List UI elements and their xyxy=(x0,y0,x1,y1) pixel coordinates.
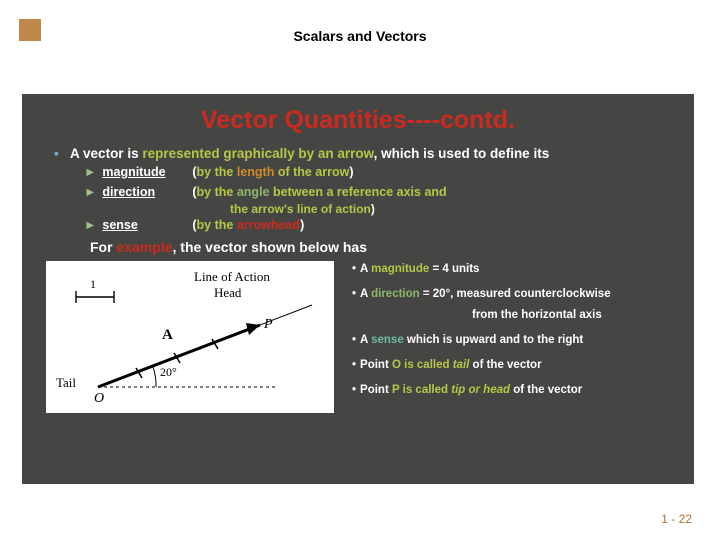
ex-c: , the vector shown below has xyxy=(173,239,367,255)
bullet-icon: • xyxy=(352,288,356,300)
slide-title-a: Vector Quantities xyxy=(201,106,407,134)
fig-tail: Tail xyxy=(56,375,76,391)
arrow-icon: ► xyxy=(84,216,96,235)
fact-sense: • A sense which is upward and to the righ… xyxy=(352,332,676,348)
bullet-icon: • xyxy=(352,384,356,396)
lower-region: 1 Line of Action Head Tail A P O 20° • A … xyxy=(40,261,676,413)
arrow-icon: ► xyxy=(84,163,96,182)
fig-head: Head xyxy=(214,285,241,301)
f2c: = 20°, measured counterclockwise xyxy=(420,288,611,300)
sub2-c: angle xyxy=(237,185,270,199)
sub1-e: ) xyxy=(349,165,353,179)
sub3-e: ) xyxy=(300,218,304,232)
pagenum-b: 22 xyxy=(679,512,692,526)
sub1-rest: (by the length of the arrow) xyxy=(192,163,353,182)
f1a: A xyxy=(360,263,371,275)
ex-b: example xyxy=(116,239,172,255)
f4b: O is called xyxy=(392,359,453,371)
f2line2: from the horizontal axis xyxy=(472,307,676,323)
sub2-b: by the xyxy=(197,185,237,199)
ex-a: For xyxy=(90,239,116,255)
intro-b: represented graphically by an arrow xyxy=(142,146,373,161)
sub1-d: of the arrow xyxy=(274,165,349,179)
fig-one: 1 xyxy=(90,277,96,292)
sub-direction: ► direction (by the angle between a refe… xyxy=(84,183,676,202)
term-sense: sense xyxy=(102,216,188,235)
sub2-line2: the arrow's line of action xyxy=(230,202,371,216)
fig-A: A xyxy=(162,327,173,344)
f1c: = 4 units xyxy=(429,263,479,275)
f2a: A xyxy=(360,288,371,300)
vector-figure: 1 Line of Action Head Tail A P O 20° xyxy=(46,261,334,413)
bullet-icon: • xyxy=(352,359,356,371)
bullet-icon: • xyxy=(352,263,356,275)
term-direction: direction xyxy=(102,183,188,202)
arrow-icon: ► xyxy=(84,183,96,202)
f3c: which is upward and to the right xyxy=(404,334,584,346)
f5d: of the vector xyxy=(510,384,582,396)
slide-title: Vector Quantities----contd. xyxy=(40,106,676,135)
f2b: direction xyxy=(371,288,420,300)
document-title: Scalars and Vectors xyxy=(0,28,720,44)
intro-c: , which is used to define its xyxy=(374,146,550,161)
fig-O: O xyxy=(94,391,104,407)
sub2-line2-wrap: the arrow's line of action) xyxy=(230,202,676,216)
f5b: P is called xyxy=(392,384,451,396)
example-line: For example, the vector shown below has xyxy=(90,239,676,255)
f4d: of the vector xyxy=(469,359,541,371)
facts-list: • A magnitude = 4 units • A direction = 20… xyxy=(334,261,676,413)
sub-magnitude: ► magnitude (by the length of the arrow) xyxy=(84,163,676,182)
pagenum-a: 1 - xyxy=(661,512,678,526)
sub2-e: ) xyxy=(371,202,375,216)
f3a: A xyxy=(360,334,371,346)
sub1-b: by the xyxy=(197,165,237,179)
page-number: 1 - 22 xyxy=(661,512,692,526)
sub-sense: ► sense (by the arrowhead) xyxy=(84,216,676,235)
f5c: tip or head xyxy=(451,384,510,396)
slide: Vector Quantities----contd. ▪ A vector i… xyxy=(22,94,694,484)
intro-line: ▪ A vector is represented graphically by… xyxy=(54,145,676,163)
sub2-d: between a reference axis and xyxy=(270,185,447,199)
f4c: tail xyxy=(453,359,470,371)
fact-magnitude: • A magnitude = 4 units xyxy=(352,261,676,277)
f4a: Point xyxy=(360,359,392,371)
f3b: sense xyxy=(371,334,404,346)
slide-title-b: ----contd. xyxy=(407,106,515,134)
fact-direction: • A direction = 20°, measured countercloc… xyxy=(352,286,676,322)
f5a: Point xyxy=(360,384,392,396)
bullet-icon: ▪ xyxy=(54,146,59,161)
bullet-icon: • xyxy=(352,334,356,346)
term-magnitude: magnitude xyxy=(102,163,188,182)
fig-angle: 20° xyxy=(160,365,177,380)
fact-tip: • Point P is called tip or head of the ve… xyxy=(352,382,676,398)
fig-line-of-action: Line of Action xyxy=(194,269,270,285)
sub3-b: by the xyxy=(197,218,237,232)
intro-a: A vector is xyxy=(70,146,142,161)
fig-P: P xyxy=(264,317,273,333)
sub3-rest: (by the arrowhead) xyxy=(192,216,304,235)
sub3-c: arrowhead xyxy=(237,218,300,232)
page: Scalars and Vectors Vector Quantities---… xyxy=(0,0,720,540)
f1b: magnitude xyxy=(371,263,429,275)
fact-tail: • Point O is called tail of the vector xyxy=(352,357,676,373)
sub2-rest: (by the angle between a reference axis a… xyxy=(192,183,446,202)
sub1-c: length xyxy=(237,165,275,179)
